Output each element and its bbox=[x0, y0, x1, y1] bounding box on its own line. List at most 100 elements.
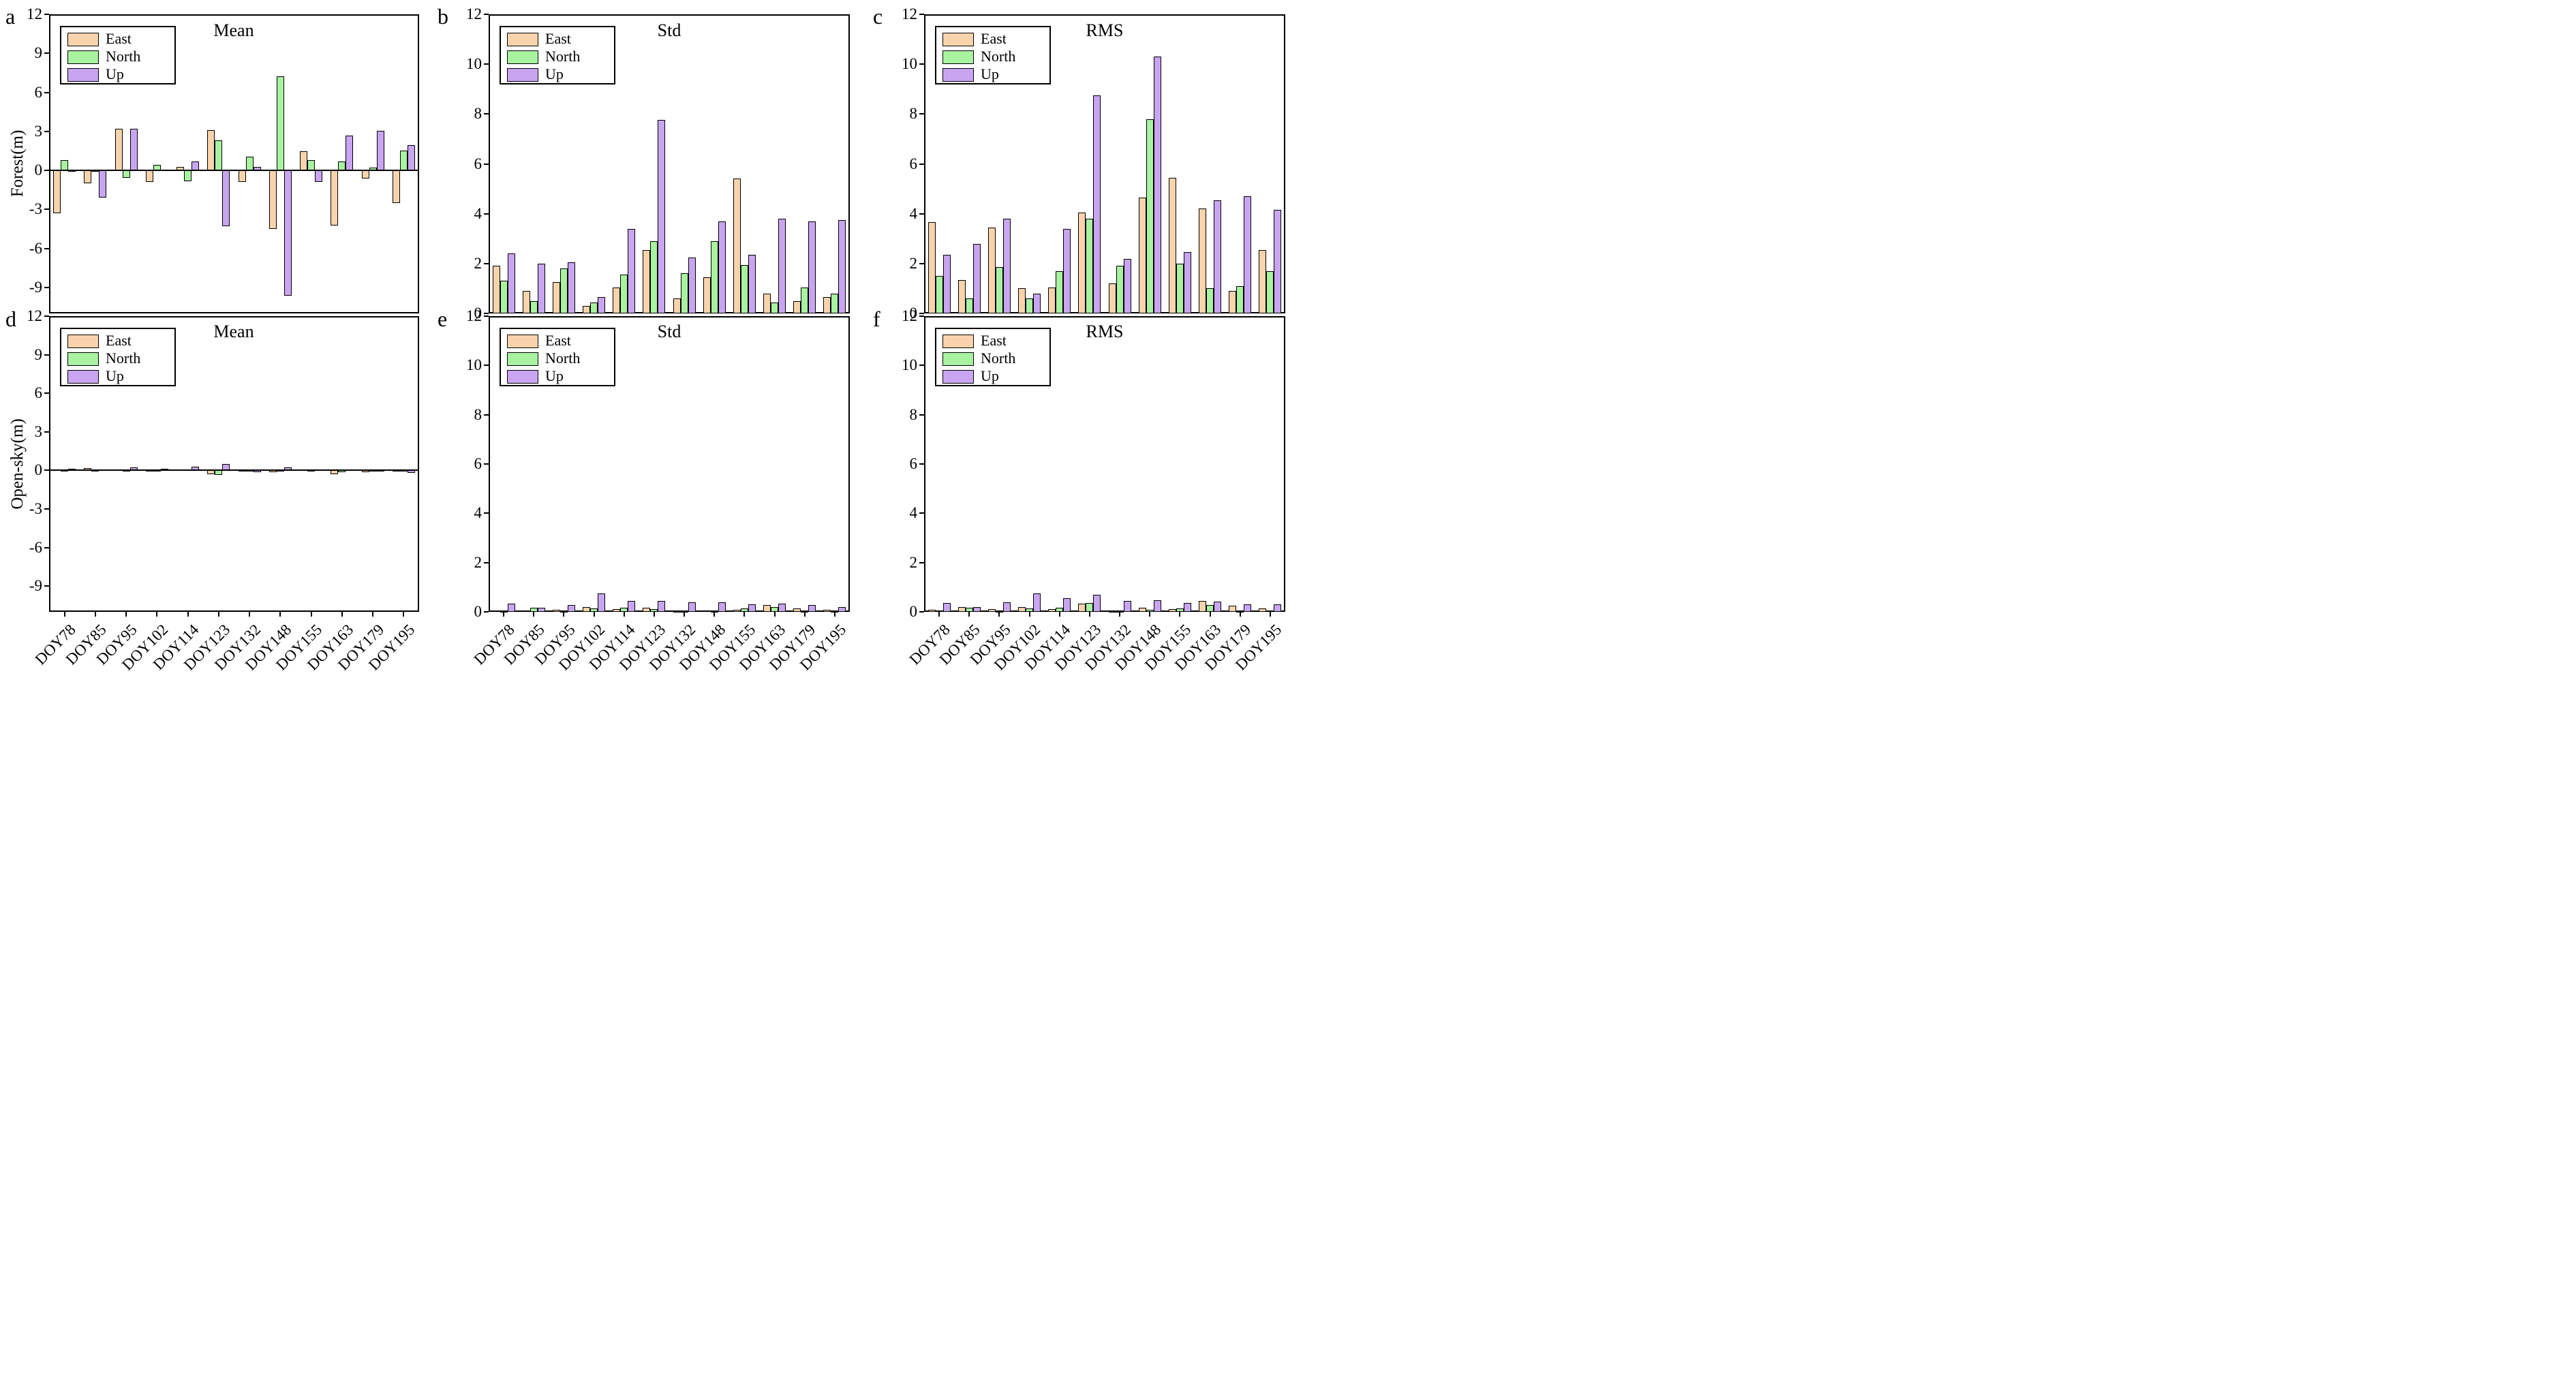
bar-DOY123-east bbox=[207, 470, 215, 474]
y-tickmark bbox=[919, 14, 924, 15]
bar-DOY85-north bbox=[530, 608, 538, 612]
y-tickmark bbox=[919, 313, 924, 314]
panel-letter-c: c bbox=[873, 4, 883, 29]
north-legend-swatch bbox=[942, 50, 974, 64]
bar-DOY123-east bbox=[207, 129, 215, 171]
panel-title-mean-forest: Mean bbox=[213, 20, 254, 40]
bar-DOY132-up bbox=[688, 257, 696, 313]
bar-DOY155-east bbox=[733, 609, 741, 612]
legend-panel-f: East North Up bbox=[935, 328, 1051, 386]
bar-DOY148-east bbox=[269, 170, 277, 229]
bar-DOY179-north bbox=[801, 287, 809, 313]
x-tickmark bbox=[563, 612, 565, 617]
bar-DOY114-up bbox=[1063, 598, 1071, 612]
bar-DOY163-up bbox=[778, 218, 786, 313]
legend-panel-b: East North Up bbox=[500, 26, 615, 84]
y-tickmark bbox=[44, 508, 49, 510]
bar-DOY163-north bbox=[338, 161, 346, 171]
bar-DOY163-up bbox=[1214, 200, 1222, 313]
y-tick-label: 6 bbox=[34, 384, 43, 402]
bar-DOY102-east bbox=[145, 170, 153, 183]
y-tick-label: 2 bbox=[474, 553, 482, 571]
north-legend-label: North bbox=[981, 48, 1016, 65]
bar-DOY102-north bbox=[590, 302, 598, 313]
bar-DOY155-north bbox=[1176, 608, 1184, 612]
bar-DOY163-up bbox=[1214, 601, 1222, 612]
y-tick-label: 10 bbox=[902, 356, 917, 374]
bar-DOY179-up bbox=[808, 221, 816, 313]
bar-DOY179-north bbox=[369, 470, 377, 472]
bar-DOY195-north bbox=[831, 293, 839, 313]
y-tick-label: 2 bbox=[909, 553, 918, 571]
bar-DOY195-up bbox=[407, 470, 415, 473]
y-tick-label: 8 bbox=[909, 105, 918, 123]
y-tickmark bbox=[919, 561, 924, 563]
bar-DOY95-up bbox=[129, 128, 138, 171]
y-tickmark bbox=[44, 130, 49, 132]
bar-DOY102-up bbox=[1033, 593, 1041, 612]
y-tickmark bbox=[919, 512, 924, 514]
panel-title-mean-opensky: Mean bbox=[213, 322, 254, 341]
east-legend-swatch bbox=[507, 33, 538, 46]
bar-DOY78-east bbox=[927, 222, 936, 313]
bar-DOY148-up bbox=[1153, 57, 1161, 313]
bar-DOY95-up bbox=[567, 262, 575, 313]
x-tickmark bbox=[743, 612, 746, 617]
y-tick-label: -9 bbox=[29, 278, 42, 296]
y-tick-label: 6 bbox=[909, 155, 918, 172]
bar-DOY95-east bbox=[114, 128, 123, 171]
y-tick-label: 0 bbox=[909, 603, 918, 620]
y-tick-label: 12 bbox=[466, 307, 482, 324]
bar-DOY78-up bbox=[942, 255, 951, 313]
y-tickmark bbox=[44, 91, 49, 93]
panel-letter-f: f bbox=[873, 307, 880, 331]
x-tickmark bbox=[1239, 612, 1241, 617]
bar-DOY148-up bbox=[283, 170, 292, 296]
up-legend-swatch bbox=[67, 68, 99, 82]
bar-DOY78-north bbox=[61, 469, 69, 471]
x-tickmark bbox=[1269, 612, 1271, 617]
bar-DOY78-north bbox=[935, 610, 943, 613]
bar-DOY95-north bbox=[122, 170, 130, 179]
x-tickmark bbox=[773, 612, 776, 617]
north-legend-swatch bbox=[67, 50, 99, 64]
bar-DOY123-up bbox=[1093, 95, 1101, 313]
up-legend-swatch bbox=[67, 370, 99, 384]
zero-axis-line bbox=[49, 170, 419, 172]
y-tickmark bbox=[919, 611, 924, 613]
bar-DOY132-east bbox=[238, 170, 246, 183]
bar-DOY95-east bbox=[114, 469, 123, 471]
plot-layer: 12 9 6 3 0 -3 -6 -9 12 10 8 6 4 2 0 12 10 8 6 4 2 0 12 9 6 3 0 -3 -6… bbox=[0, 0, 1288, 697]
legend-panel-c: East North Up bbox=[935, 26, 1051, 84]
bar-DOY95-up bbox=[129, 467, 138, 471]
x-tickmark bbox=[372, 612, 374, 617]
y-tick-label: 12 bbox=[902, 307, 917, 324]
y-tick-label: 6 bbox=[34, 83, 43, 101]
bar-DOY102-up bbox=[1033, 293, 1041, 313]
x-tickmark bbox=[684, 612, 686, 617]
x-tickmark bbox=[1088, 612, 1090, 617]
y-tickmark bbox=[44, 286, 49, 288]
y-tickmark bbox=[919, 414, 924, 416]
bar-DOY102-east bbox=[583, 607, 591, 612]
bar-DOY148-up bbox=[718, 602, 726, 612]
panel-title-rms-forest: RMS bbox=[1086, 20, 1124, 40]
bar-DOY195-north bbox=[399, 469, 408, 471]
east-legend-swatch bbox=[942, 33, 974, 46]
bar-DOY114-east bbox=[1048, 287, 1056, 313]
y-tick-label: 3 bbox=[34, 422, 43, 440]
y-tickmark bbox=[44, 392, 49, 394]
bar-DOY163-up bbox=[346, 136, 354, 171]
y-tickmark bbox=[44, 315, 49, 317]
y-tickmark bbox=[44, 469, 49, 471]
up-legend-swatch bbox=[507, 370, 538, 384]
y-tickmark bbox=[484, 113, 489, 115]
y-tick-label: 3 bbox=[34, 122, 43, 140]
y-tickmark bbox=[44, 247, 49, 249]
x-tickmark bbox=[1179, 612, 1181, 617]
x-tickmark bbox=[1028, 612, 1030, 617]
y-tick-label: 12 bbox=[27, 307, 42, 324]
bar-DOY123-up bbox=[658, 120, 666, 313]
y-tick-label: 4 bbox=[474, 204, 482, 222]
bar-DOY195-east bbox=[823, 610, 831, 612]
